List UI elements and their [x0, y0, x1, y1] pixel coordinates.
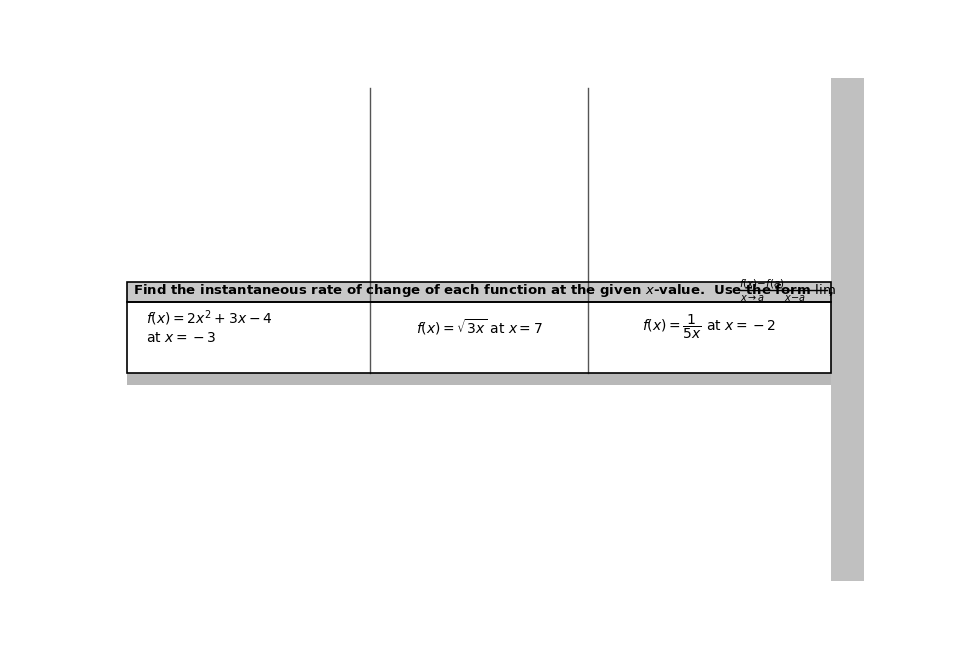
Bar [128, 302, 830, 372]
Bar [128, 282, 830, 302]
Bar [128, 302, 830, 372]
Bar [830, 78, 864, 581]
Text: $f(x) = 2x^2 + 3x - 4$: $f(x) = 2x^2 + 3x - 4$ [146, 308, 273, 328]
Text: $f(x) = \sqrt{3x}$ at $x = 7$: $f(x) = \sqrt{3x}$ at $x = 7$ [416, 317, 542, 337]
Bar [128, 372, 830, 385]
Text: $f(x){-}f(a)$: $f(x){-}f(a)$ [739, 276, 784, 289]
Text: ,: , [828, 283, 833, 296]
Text: $x{\to}a$: $x{\to}a$ [740, 293, 766, 303]
Text: at $x = -3$: at $x = -3$ [146, 331, 216, 345]
Bar [128, 282, 830, 302]
Text: $f(x) = \dfrac{1}{5x}$ at $x = -2$: $f(x) = \dfrac{1}{5x}$ at $x = -2$ [642, 313, 777, 342]
Text: $x{-}a$: $x{-}a$ [783, 293, 805, 303]
Text: Find the instantaneous rate of change of each function at the given $x$-value.  : Find the instantaneous rate of change of… [133, 281, 836, 298]
